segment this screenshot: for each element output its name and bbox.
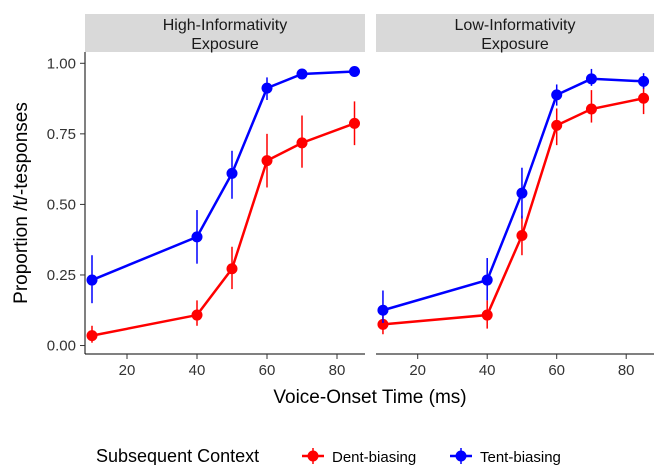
data-point-tent-biasing — [261, 82, 273, 94]
y-tick-label: 1.00 — [47, 55, 76, 72]
data-point-dent-biasing — [481, 309, 493, 321]
legend-key-tent — [450, 448, 472, 464]
legend-key-dent — [302, 448, 324, 464]
panel-strip-high: High-Informativity Exposure — [85, 14, 365, 53]
legend: Subsequent Context Dent-biasing Tent-bia… — [96, 446, 561, 465]
strip-label-line1: Low-Informativity — [455, 17, 576, 34]
data-point-dent-biasing — [638, 92, 650, 104]
data-point-tent-biasing — [551, 89, 563, 101]
y-tick-label: 0.75 — [47, 126, 76, 143]
x-tick-label: 20 — [119, 362, 136, 379]
data-point-dent-biasing — [516, 229, 528, 241]
series-line-tent-biasing — [382, 77, 644, 312]
data-point-dent-biasing — [226, 263, 238, 275]
y-tick-label: 0.25 — [47, 267, 76, 284]
data-point-dent-biasing — [261, 155, 273, 167]
x-tick-label: 80 — [618, 362, 635, 379]
data-point-dent-biasing — [296, 137, 308, 149]
x-tick-label: 60 — [259, 362, 276, 379]
data-point-dent-biasing — [86, 330, 98, 342]
legend-point-tent — [455, 450, 467, 462]
x-axis-title: Voice-Onset Time (ms) — [273, 387, 466, 408]
y-tick-label: 0.00 — [47, 338, 76, 355]
data-point-tent-biasing — [638, 75, 650, 87]
x-axis-ticks: 20 40 60 80 20 40 60 80 — [119, 354, 635, 379]
series-line-tent-biasing — [91, 70, 355, 282]
data-point-dent-biasing — [349, 117, 360, 129]
strip-background — [376, 14, 654, 52]
y-axis-title: Proportion /t/-tesponses — [11, 102, 32, 304]
series-line-dent-biasing — [382, 97, 644, 326]
panel-high-informativity — [86, 65, 360, 343]
x-tick-label: 80 — [329, 362, 346, 379]
x-tick-label: 40 — [189, 362, 206, 379]
data-point-tent-biasing — [585, 73, 597, 85]
x-tick-label: 40 — [479, 362, 496, 379]
legend-label-dent: Dent-biasing — [332, 449, 416, 465]
strip-label-line2: Exposure — [481, 36, 549, 53]
legend-title: Subsequent Context — [96, 446, 259, 465]
x-tick-label: 20 — [409, 362, 426, 379]
data-point-tent-biasing — [481, 274, 493, 286]
panel-low-informativity — [377, 68, 650, 335]
strip-background — [85, 14, 365, 52]
data-point-dent-biasing — [585, 103, 597, 115]
data-point-dent-biasing — [551, 119, 563, 131]
data-point-dent-biasing — [377, 318, 389, 330]
data-point-tent-biasing — [191, 231, 203, 243]
data-point-tent-biasing — [377, 304, 389, 316]
y-axis-ticks: 0.00 0.25 0.50 0.75 1.00 — [47, 55, 85, 355]
panel-strip-low: Low-Informativity Exposure — [376, 14, 654, 53]
data-point-tent-biasing — [296, 68, 308, 80]
series-line-dent-biasing — [91, 122, 355, 337]
data-point-tent-biasing — [516, 187, 528, 199]
data-point-dent-biasing — [191, 309, 203, 321]
legend-label-tent: Tent-biasing — [480, 449, 561, 465]
legend-point-dent — [307, 450, 319, 462]
data-point-tent-biasing — [226, 167, 238, 179]
x-tick-label: 60 — [548, 362, 565, 379]
strip-label-line2: Exposure — [191, 36, 259, 53]
data-point-tent-biasing — [86, 274, 98, 286]
y-tick-label: 0.50 — [47, 196, 76, 213]
data-point-tent-biasing — [349, 65, 360, 77]
strip-label-line1: High-Informativity — [163, 17, 287, 34]
